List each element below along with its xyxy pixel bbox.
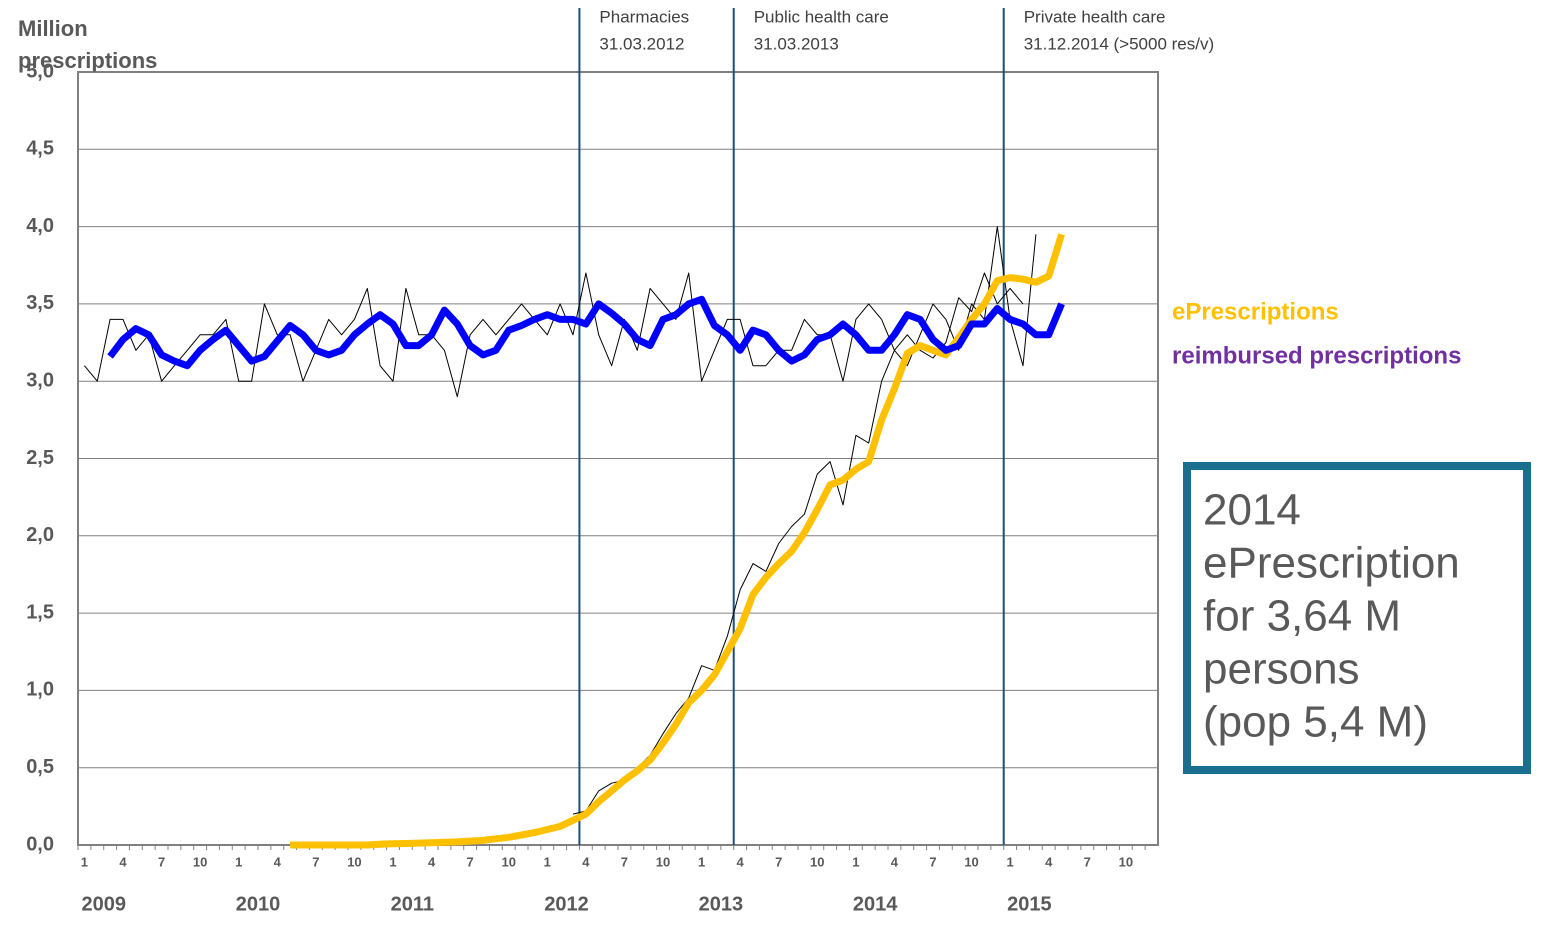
y-tick-label: 4,5: [26, 138, 54, 160]
x-tick-label: 1: [81, 854, 88, 869]
y-tick-label: 3,0: [26, 369, 54, 391]
x-tick-label: 7: [621, 854, 628, 869]
legend-label: ePrescriptions: [1172, 298, 1339, 325]
y-tick-label: 2,5: [26, 447, 54, 469]
x-tick-label: 7: [1084, 854, 1091, 869]
x-tick-label: 7: [775, 854, 782, 869]
event-label: Private health care: [1024, 7, 1166, 26]
x-tick-label: 1: [235, 854, 242, 869]
y-axis-label: Million: [18, 16, 88, 41]
x-tick-label: 4: [119, 854, 127, 869]
x-tick-label: 10: [1119, 854, 1133, 869]
y-tick-label: 3,5: [26, 292, 54, 314]
x-tick-label: 10: [810, 854, 824, 869]
year-label: 2014: [853, 893, 898, 915]
note-text: (pop 5,4 M): [1203, 698, 1428, 747]
series-line: [290, 233, 1065, 849]
series-line: [107, 295, 1065, 370]
event-label: Public health care: [754, 7, 889, 26]
year-label: 2011: [391, 893, 434, 915]
y-tick-label: 4,0: [26, 215, 54, 237]
x-tick-label: 1: [852, 854, 859, 869]
x-tick-label: 7: [158, 854, 165, 869]
x-tick-label: 4: [582, 854, 590, 869]
event-label: 31.12.2014 (>5000 res/v): [1024, 34, 1214, 53]
x-tick-label: 10: [501, 854, 515, 869]
x-tick-label: 7: [467, 854, 474, 869]
note-box: [1183, 462, 1531, 774]
series-line: [84, 226, 1037, 398]
x-tick-label: 1: [389, 854, 396, 869]
y-tick-label: 1,5: [26, 601, 54, 623]
note-text: for 3,64 M: [1203, 592, 1401, 641]
y-tick-label: 0,0: [26, 833, 54, 855]
x-tick-label: 7: [929, 854, 936, 869]
year-label: 2015: [1007, 893, 1052, 915]
x-tick-label: 4: [428, 854, 436, 869]
x-tick-label: 4: [1045, 854, 1053, 869]
legend-label: reimbursed prescriptions: [1172, 342, 1461, 369]
x-tick-label: 4: [891, 854, 899, 869]
year-label: 2009: [81, 893, 126, 915]
y-axis-label: prescriptions: [18, 48, 157, 73]
x-tick-label: 1: [1007, 854, 1014, 869]
note-text: persons: [1203, 645, 1360, 694]
x-tick-label: 10: [964, 854, 978, 869]
year-label: 2012: [544, 893, 589, 915]
x-tick-label: 10: [656, 854, 670, 869]
x-tick-label: 1: [544, 854, 551, 869]
year-label: 2010: [236, 893, 281, 915]
y-tick-label: 2,0: [26, 524, 54, 546]
event-label: 31.03.2012: [599, 34, 684, 53]
x-tick-label: 7: [312, 854, 319, 869]
y-tick-label: 1,0: [26, 679, 54, 701]
x-tick-label: 1: [698, 854, 705, 869]
x-tick-label: 4: [737, 854, 745, 869]
x-tick-label: 10: [347, 854, 361, 869]
event-label: Pharmacies: [599, 7, 689, 26]
x-tick-label: 4: [274, 854, 282, 869]
x-tick-label: 10: [193, 854, 207, 869]
y-tick-label: 5,0: [26, 60, 54, 82]
note-text: 2014: [1203, 486, 1301, 535]
year-label: 2013: [699, 893, 744, 915]
note-text: ePrescription: [1203, 539, 1460, 588]
y-tick-label: 0,5: [26, 756, 54, 778]
event-label: 31.03.2013: [754, 34, 839, 53]
